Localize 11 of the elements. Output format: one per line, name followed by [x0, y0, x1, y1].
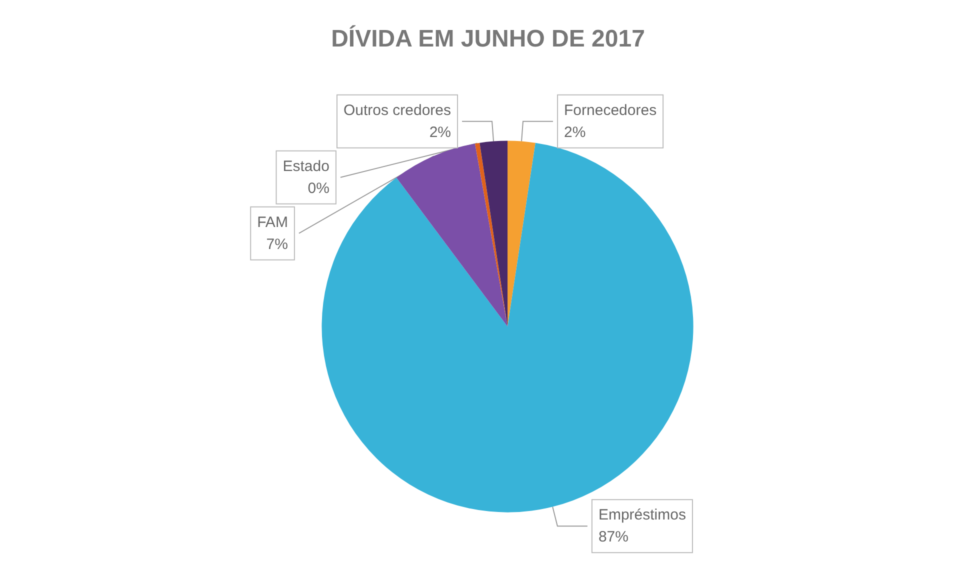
data-label: 0% — [308, 180, 330, 197]
slice-label: FAM — [257, 214, 288, 231]
data-label: 87% — [598, 528, 628, 546]
data-label: 2% — [564, 124, 586, 141]
data-label: 2% — [429, 124, 452, 141]
data-label: 7% — [266, 236, 288, 253]
slice-label: Outros credores — [343, 102, 452, 119]
chart-title: DÍVIDA EM JUNHO DE 2017 — [331, 24, 645, 52]
slice-label: Estado — [282, 158, 330, 175]
slice-label: Fornecedores — [564, 102, 657, 119]
slice-label: Empréstimos — [598, 506, 686, 524]
